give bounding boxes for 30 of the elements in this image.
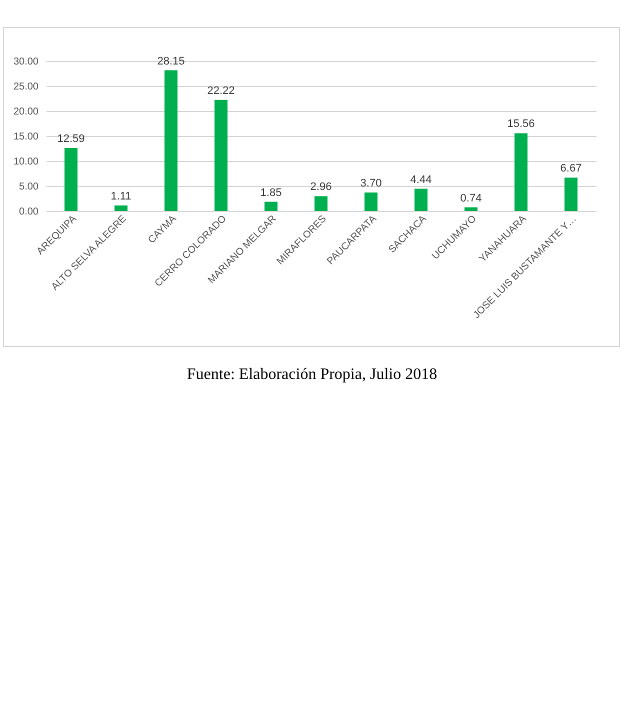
y-tick-label: 25.00: [13, 82, 39, 92]
bar: [114, 205, 128, 211]
bar: [264, 202, 278, 211]
data-label: 1.85: [260, 186, 282, 199]
data-label: 3.70: [360, 178, 382, 190]
y-tick-label: 30.00: [13, 56, 39, 68]
y-tick-label: 0.00: [19, 206, 39, 218]
bar: [364, 192, 378, 211]
bar: [164, 70, 178, 211]
data-label: 28.15: [157, 55, 185, 68]
bar: [564, 178, 578, 211]
bar: [464, 207, 478, 211]
bar: [414, 188, 428, 211]
y-tick-label: 10.00: [13, 156, 39, 168]
data-label: 12.59: [57, 133, 85, 146]
bar: [64, 148, 78, 211]
data-label: 1.11: [110, 190, 132, 202]
y-tick-label: 20.00: [13, 106, 39, 118]
data-label: 15.56: [507, 118, 535, 130]
y-tick-label: 15.00: [13, 132, 39, 142]
data-label: 2.96: [310, 181, 332, 194]
data-label: 4.44: [410, 174, 432, 186]
bar: [514, 133, 528, 211]
data-label: 6.67: [560, 162, 582, 175]
source-note: Fuente: Elaboración Propia, Julio 2018: [186, 366, 438, 384]
bar: [214, 100, 228, 211]
data-label: 0.74: [460, 192, 482, 204]
bar: [314, 196, 328, 211]
data-label: 22.22: [207, 84, 235, 97]
y-tick-label: 5.00: [19, 182, 39, 192]
